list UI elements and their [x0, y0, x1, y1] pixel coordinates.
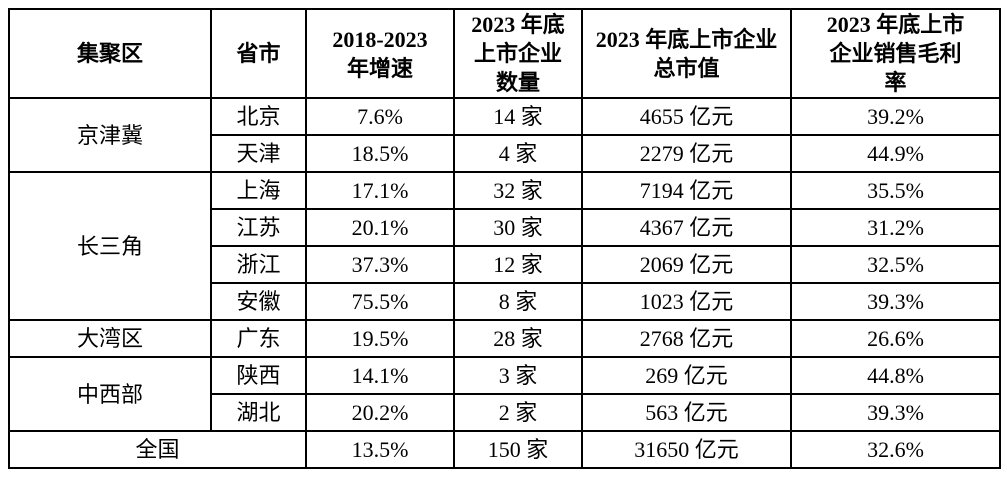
- province-cell: 浙江: [210, 245, 307, 285]
- count-cell: 3 家: [453, 356, 583, 396]
- growth-cell: 19.5%: [305, 319, 455, 359]
- col-header-count: 2023 年底 上市企业 数量: [453, 7, 583, 100]
- table-row: 天津 18.5% 4 家 2279 亿元 44.9%: [9, 134, 1001, 174]
- growth-cell: 18.5%: [305, 134, 455, 174]
- market-value-cell: 4655 亿元: [581, 97, 792, 137]
- growth-cell: 7.6%: [305, 97, 455, 137]
- table-row: 大湾区 广东 19.5% 28 家 2768 亿元 26.6%: [8, 319, 1001, 359]
- table-row: 江苏 20.1% 30 家 4367 亿元 31.2%: [9, 208, 1001, 248]
- national-total-cell: 全国: [8, 430, 307, 470]
- listed-companies-table: 集聚区 省市 2018-2023 年增速 2023 年底 上市企业 数量 202…: [8, 7, 1001, 470]
- col-header-province: 省市: [210, 7, 307, 100]
- header-row: 集聚区 省市 2018-2023 年增速 2023 年底 上市企业 数量 202…: [8, 7, 1001, 100]
- growth-cell: 37.3%: [305, 245, 455, 285]
- market-value-cell: 563 亿元: [581, 393, 792, 433]
- footer-row: 全国 13.5% 150 家 31650 亿元 32.6%: [8, 430, 1001, 470]
- growth-cell: 75.5%: [305, 282, 455, 322]
- table-row: 湖北 20.2% 2 家 563 亿元 39.3%: [9, 393, 1001, 433]
- count-cell: 28 家: [453, 319, 583, 359]
- table-row: 长三角 上海 17.1% 32 家 7194 亿元 35.5%: [8, 171, 1001, 322]
- market-value-cell: 4367 亿元: [581, 208, 792, 248]
- province-cell: 安徽: [210, 282, 307, 322]
- province-cell: 天津: [210, 134, 307, 174]
- count-cell: 12 家: [453, 245, 583, 285]
- col-header-region: 集聚区: [8, 7, 212, 100]
- region-cell: 大湾区: [8, 319, 212, 359]
- gross-margin-cell: 44.8%: [790, 356, 1001, 396]
- gross-margin-cell: 39.2%: [790, 97, 1001, 137]
- province-cell: 上海: [210, 171, 307, 211]
- region-cell: 中西部: [8, 356, 212, 433]
- growth-cell: 13.5%: [305, 430, 455, 470]
- province-cell: 北京: [210, 97, 307, 137]
- province-cell: 陕西: [210, 356, 307, 396]
- gross-margin-cell: 35.5%: [790, 171, 1001, 211]
- province-cell: 江苏: [210, 208, 307, 248]
- table-row: 京津冀 北京 7.6% 14 家 4655 亿元 39.2%: [8, 97, 1001, 174]
- count-cell: 4 家: [453, 134, 583, 174]
- count-cell: 30 家: [453, 208, 583, 248]
- province-cell: 广东: [210, 319, 307, 359]
- table-row: 浙江 37.3% 12 家 2069 亿元 32.5%: [9, 245, 1001, 285]
- market-value-cell: 2069 亿元: [581, 245, 792, 285]
- col-header-growth: 2018-2023 年增速: [305, 7, 455, 100]
- province-cell: 湖北: [210, 393, 307, 433]
- market-value-cell: 7194 亿元: [581, 171, 792, 211]
- region-cell: 长三角: [8, 171, 212, 322]
- count-cell: 8 家: [453, 282, 583, 322]
- market-value-cell: 2768 亿元: [581, 319, 792, 359]
- market-value-cell: 1023 亿元: [581, 282, 792, 322]
- gross-margin-cell: 31.2%: [790, 208, 1001, 248]
- market-value-cell: 2279 亿元: [581, 134, 792, 174]
- gross-margin-cell: 32.5%: [790, 245, 1001, 285]
- col-header-gross-margin: 2023 年底上市 企业销售毛利 率: [790, 7, 1001, 100]
- market-value-cell: 269 亿元: [581, 356, 792, 396]
- table-row: 中西部 陕西 14.1% 3 家 269 亿元 44.8%: [8, 356, 1001, 433]
- growth-cell: 14.1%: [305, 356, 455, 396]
- region-cell: 京津冀: [8, 97, 212, 174]
- growth-cell: 20.2%: [305, 393, 455, 433]
- gross-margin-cell: 39.3%: [790, 393, 1001, 433]
- count-cell: 14 家: [453, 97, 583, 137]
- table-row: 安徽 75.5% 8 家 1023 亿元 39.3%: [9, 282, 1001, 322]
- market-value-cell: 31650 亿元: [581, 430, 792, 470]
- gross-margin-cell: 39.3%: [790, 282, 1001, 322]
- growth-cell: 20.1%: [305, 208, 455, 248]
- growth-cell: 17.1%: [305, 171, 455, 211]
- gross-margin-cell: 32.6%: [790, 430, 1001, 470]
- gross-margin-cell: 26.6%: [790, 319, 1001, 359]
- count-cell: 150 家: [453, 430, 583, 470]
- gross-margin-cell: 44.9%: [790, 134, 1001, 174]
- count-cell: 32 家: [453, 171, 583, 211]
- count-cell: 2 家: [453, 393, 583, 433]
- col-header-market-value: 2023 年底上市企业 总市值: [581, 7, 792, 100]
